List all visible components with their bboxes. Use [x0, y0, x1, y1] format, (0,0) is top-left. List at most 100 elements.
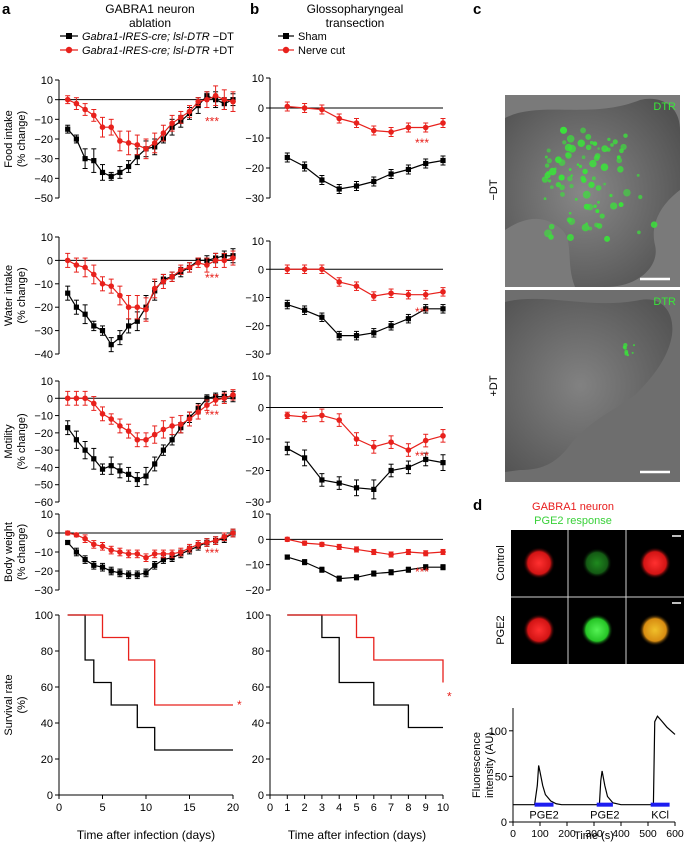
dtr-cell [597, 147, 600, 150]
data-point-square [302, 307, 308, 313]
data-point-circle [371, 549, 377, 555]
data-point-square [423, 306, 429, 312]
data-point-square [73, 437, 79, 443]
data-point-circle [422, 550, 429, 557]
data-point-circle [169, 423, 175, 429]
dtr-cell [543, 197, 547, 201]
chart-a5: 100 80 60 40 20 0 Survival rate (%) 0 5 10 15 20 * [3, 610, 242, 814]
data-point-circle [134, 142, 141, 148]
dtr-cell [581, 177, 587, 183]
data-point-circle [73, 100, 80, 107]
data-point-circle [353, 546, 360, 553]
data-point-circle [186, 545, 193, 551]
y-tick-label: 0 [258, 534, 264, 546]
data-point-square [371, 486, 377, 492]
data-point-square [152, 562, 158, 568]
data-point-circle [73, 262, 80, 268]
y-tick-label: −10 [245, 133, 264, 145]
x-tick-label: 5 [99, 802, 105, 814]
chart-b4: 10 0 −10 −20 *** [245, 509, 446, 597]
y-axis-label: (% change) [16, 111, 28, 167]
dtr-cell [562, 140, 567, 145]
panel-c-micrographs: DTR DTR −DT +DT [488, 95, 680, 482]
dtr-cell [604, 235, 611, 242]
dtr-cell [568, 211, 572, 215]
dtr-cell [570, 174, 573, 177]
data-point-square [134, 318, 140, 324]
data-point-circle [371, 444, 377, 450]
y-axis-label: Water intake [3, 265, 15, 326]
data-point-circle [64, 257, 71, 264]
data-point-square [353, 183, 360, 189]
data-point-circle [336, 115, 343, 122]
dtr-cell [585, 133, 592, 140]
x-tick-label: 0 [56, 802, 62, 814]
y-tick-label: 0 [258, 264, 264, 276]
data-point-square [284, 445, 290, 452]
dtr-cell [582, 168, 588, 175]
data-point-circle [186, 416, 193, 422]
data-point-square [143, 570, 149, 576]
data-point-square [371, 570, 377, 577]
data-point-circle [151, 285, 158, 292]
data-point-circle [64, 395, 71, 402]
data-point-square [82, 311, 88, 317]
data-point-square [160, 447, 166, 453]
y-tick-label: 10 [41, 232, 53, 244]
panel-b-xlabel: Time after infection (days) [288, 828, 426, 842]
x-tick-label: 15 [183, 802, 195, 814]
y-tick-label: −30 [245, 497, 264, 509]
dtr-cell [593, 204, 597, 208]
data-point-square [336, 333, 342, 339]
data-point-circle [230, 255, 236, 261]
dtr-cell [624, 349, 629, 354]
data-point-circle [388, 290, 394, 297]
legend-label-minus-dt: Gabra1-IRES-cre; lsl-DTR −DT [82, 31, 234, 43]
dtr-cell [620, 143, 627, 151]
data-point-circle [336, 279, 343, 285]
data-point-circle [319, 106, 325, 113]
data-point-square [336, 576, 342, 582]
panel-label-a: a [2, 1, 11, 18]
y-axis-label: (% change) [16, 413, 28, 469]
x-axis-label: Time (s) [574, 830, 614, 842]
dtr-cell [612, 139, 618, 145]
dtr-cell [560, 191, 565, 197]
y-tick-label: −30 [34, 445, 53, 457]
data-point-square [108, 173, 114, 179]
chart-a3: 10 0 −10 −20 −30 −40 −50 −60 Motility (% change) *… [3, 376, 236, 509]
data-point-square [160, 557, 166, 563]
panel-a-xlabel: Time after infection (days) [77, 828, 215, 842]
data-point-square [405, 316, 411, 322]
data-point-circle [178, 549, 184, 555]
data-point-square [82, 156, 88, 162]
dtr-positive-cells [541, 126, 658, 242]
y-tick-label: −60 [34, 497, 53, 509]
y-tick-label: −10 [34, 547, 53, 559]
data-point-square [388, 569, 394, 575]
dtr-cell [610, 202, 618, 210]
data-point-circle [169, 273, 175, 280]
data-point-square [284, 154, 290, 161]
dtr-cell [541, 176, 549, 183]
data-point-circle [151, 551, 158, 557]
data-point-square [423, 456, 429, 463]
y-tick-label: 80 [252, 646, 264, 658]
data-point-circle [440, 120, 446, 126]
stimulus-bar [534, 802, 554, 807]
legend-square-marker [283, 33, 289, 39]
legend-circle-marker [65, 46, 73, 54]
panel-a-title-line2: ablation [129, 16, 171, 30]
y-tick-label: −20 [34, 134, 53, 146]
data-point-circle [353, 120, 360, 126]
data-point-circle [125, 304, 132, 311]
data-point-circle [405, 549, 412, 555]
series-line [287, 268, 444, 297]
data-point-circle [160, 130, 167, 136]
dtr-cell [591, 176, 596, 181]
y-tick-label: 10 [252, 236, 264, 248]
dtr-cell [626, 353, 630, 357]
significance-mark: * [237, 698, 242, 712]
panel-b-legend: Sham Nerve cut [278, 31, 345, 57]
data-point-circle [82, 106, 88, 113]
